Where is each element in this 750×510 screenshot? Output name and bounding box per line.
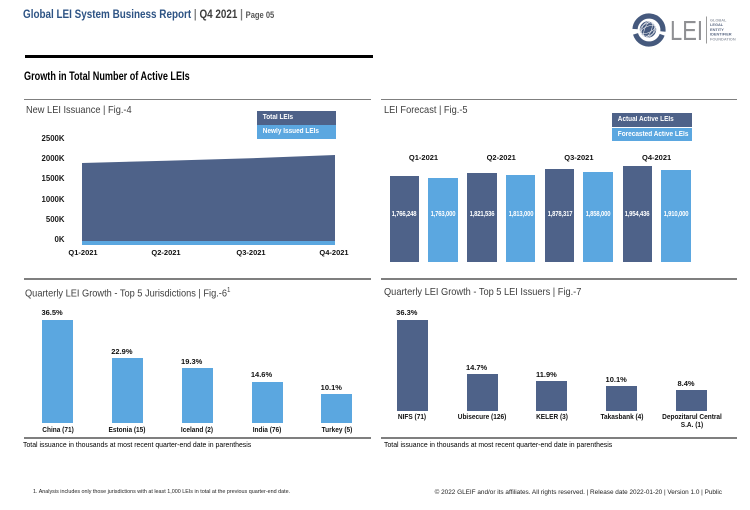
svg-text:FOUNDATION: FOUNDATION — [710, 37, 736, 42]
svg-text:IDENTIFIER: IDENTIFIER — [710, 32, 732, 37]
svg-text:GLOBAL: GLOBAL — [710, 17, 727, 22]
svg-text:LEI: LEI — [670, 15, 703, 46]
svg-text:ENTITY: ENTITY — [710, 27, 724, 32]
svg-text:LEGAL: LEGAL — [710, 22, 724, 27]
